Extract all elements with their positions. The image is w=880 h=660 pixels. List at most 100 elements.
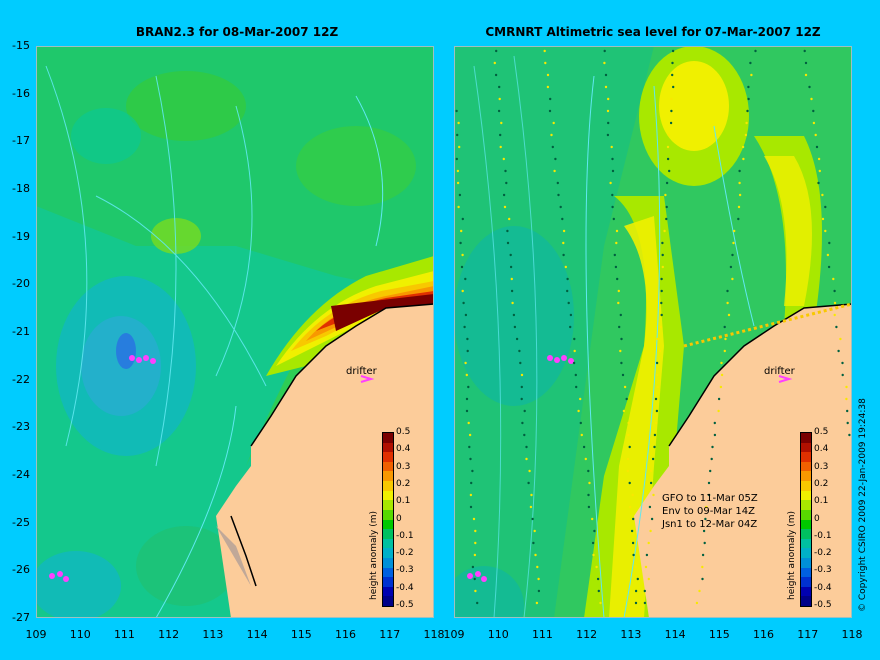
satellite-track-point: [510, 289, 514, 293]
satellite-track-point: [724, 337, 727, 341]
colorbar-tick-label: 0.2: [814, 478, 829, 489]
satellite-track-point: [548, 109, 552, 113]
satellite-track-point: [815, 145, 819, 149]
satellite-track-point: [473, 553, 477, 557]
colorbar-tick-label: 0: [396, 513, 402, 524]
satellite-track-point: [587, 493, 590, 497]
satellite-track-point: [655, 409, 659, 413]
satellite-track-point: [471, 565, 475, 569]
satellite-track-point: [459, 241, 462, 245]
satellite-track-point: [525, 457, 528, 461]
colorbar-segment: [383, 442, 393, 453]
satellite-track-point: [458, 145, 461, 149]
satellite-track-point: [841, 361, 844, 365]
colorbar-segment: [801, 519, 811, 530]
satellite-track-point: [619, 349, 622, 353]
y-tick-label: -25: [12, 515, 30, 529]
satellite-track-point: [727, 313, 731, 317]
satellite-track-point: [471, 469, 474, 473]
satellite-track-point: [580, 433, 583, 437]
satellite-track-point: [467, 385, 470, 389]
satellite-track-point: [461, 253, 464, 257]
satellite-track-point: [591, 541, 595, 545]
satellite-track-point: [549, 97, 552, 101]
satellite-track-point: [469, 505, 473, 509]
x-tick-label: 114: [246, 628, 268, 641]
satellite-track-point: [702, 529, 706, 533]
satellite-track-point: [723, 325, 726, 329]
satellite-track-point: [509, 253, 512, 257]
satellite-track-point: [610, 145, 613, 149]
satellite-track-point: [707, 481, 711, 485]
satellite-track-point: [656, 385, 659, 389]
satellite-track-point: [499, 133, 502, 137]
satellite-track-point: [532, 541, 535, 545]
satellite-track-point: [665, 217, 668, 221]
satellite-track-point: [723, 349, 726, 353]
colorbar-segment: [801, 461, 811, 472]
satellite-track-point: [508, 217, 511, 221]
satellite-track-point: [726, 301, 729, 305]
satellite-track-point: [460, 229, 463, 233]
satellite-track-point: [465, 409, 469, 413]
satellite-track-points: [455, 49, 851, 605]
satellite-track-point: [572, 361, 576, 365]
satellite-track-point: [698, 589, 701, 593]
satellite-track-point: [520, 385, 523, 389]
y-tick-label: -27: [12, 611, 30, 625]
satellite-track-point: [556, 181, 559, 185]
satellite-track-point: [498, 85, 501, 89]
colorbar-tick-label: -0.3: [396, 565, 414, 576]
colorbar-tick-label: -0.1: [396, 530, 414, 541]
satellite-track-point: [814, 133, 817, 137]
satellite-track-point: [835, 325, 838, 329]
colorbar-tick-label: 0.5: [814, 427, 829, 437]
satellite-track-point: [661, 253, 664, 257]
colorbar-segment: [383, 433, 393, 444]
satellite-track-point: [634, 565, 637, 569]
satellite-track-point: [562, 241, 565, 245]
colorbar-segment: [801, 442, 811, 453]
colorbar-segment: [801, 596, 811, 607]
y-tick-label: -23: [12, 420, 30, 434]
colorbar-segment: [801, 586, 811, 597]
x-tick-label: 112: [158, 628, 180, 641]
colorbar-segment: [383, 519, 393, 530]
satellite-track-point: [575, 385, 578, 389]
satellite-track-point: [616, 277, 619, 281]
satellite-track-point: [733, 229, 736, 233]
colorbar-segment: [801, 509, 811, 520]
left-drifter-label: drifter: [346, 366, 377, 377]
satellite-track-point: [476, 601, 479, 605]
satellite-track-point: [670, 109, 673, 113]
colorbar-tick-label: 0: [814, 513, 820, 524]
satellite-track-point: [587, 505, 591, 509]
satellite-track-point: [573, 349, 576, 353]
colorbar-segment: [383, 471, 393, 482]
satellite-track-point: [729, 265, 733, 269]
colorbar-tick-label: -0.4: [814, 582, 832, 593]
satellite-track-point: [623, 385, 627, 389]
satellite-track-point: [611, 157, 614, 161]
colorbar-border: [382, 432, 394, 607]
satellite-track-point: [559, 205, 562, 209]
satellite-track-point: [591, 517, 594, 521]
satellite-track-point: [497, 109, 501, 113]
satellite-track-point: [622, 409, 626, 413]
satellite-track-point: [603, 61, 606, 65]
x-tick-label: 114: [664, 628, 686, 641]
right-map-title: CMRNRT Altimetric sea level for 07-Mar-2…: [485, 25, 821, 39]
satellite-track-point: [845, 385, 848, 389]
satellite-track-point: [455, 109, 458, 113]
satellite-track-point: [525, 445, 528, 449]
colorbar-label: height anomaly (m): [787, 510, 797, 600]
satellite-track-point: [534, 553, 537, 557]
satellite-track-point: [846, 409, 849, 413]
x-tick-label: 115: [290, 628, 312, 641]
satellite-track-point: [604, 73, 608, 77]
satellite-track-point: [620, 361, 623, 365]
satellite-track-point: [644, 565, 648, 569]
satellite-track-point: [474, 529, 477, 533]
satellite-track-point: [552, 121, 555, 125]
satellite-track-point: [577, 409, 580, 413]
